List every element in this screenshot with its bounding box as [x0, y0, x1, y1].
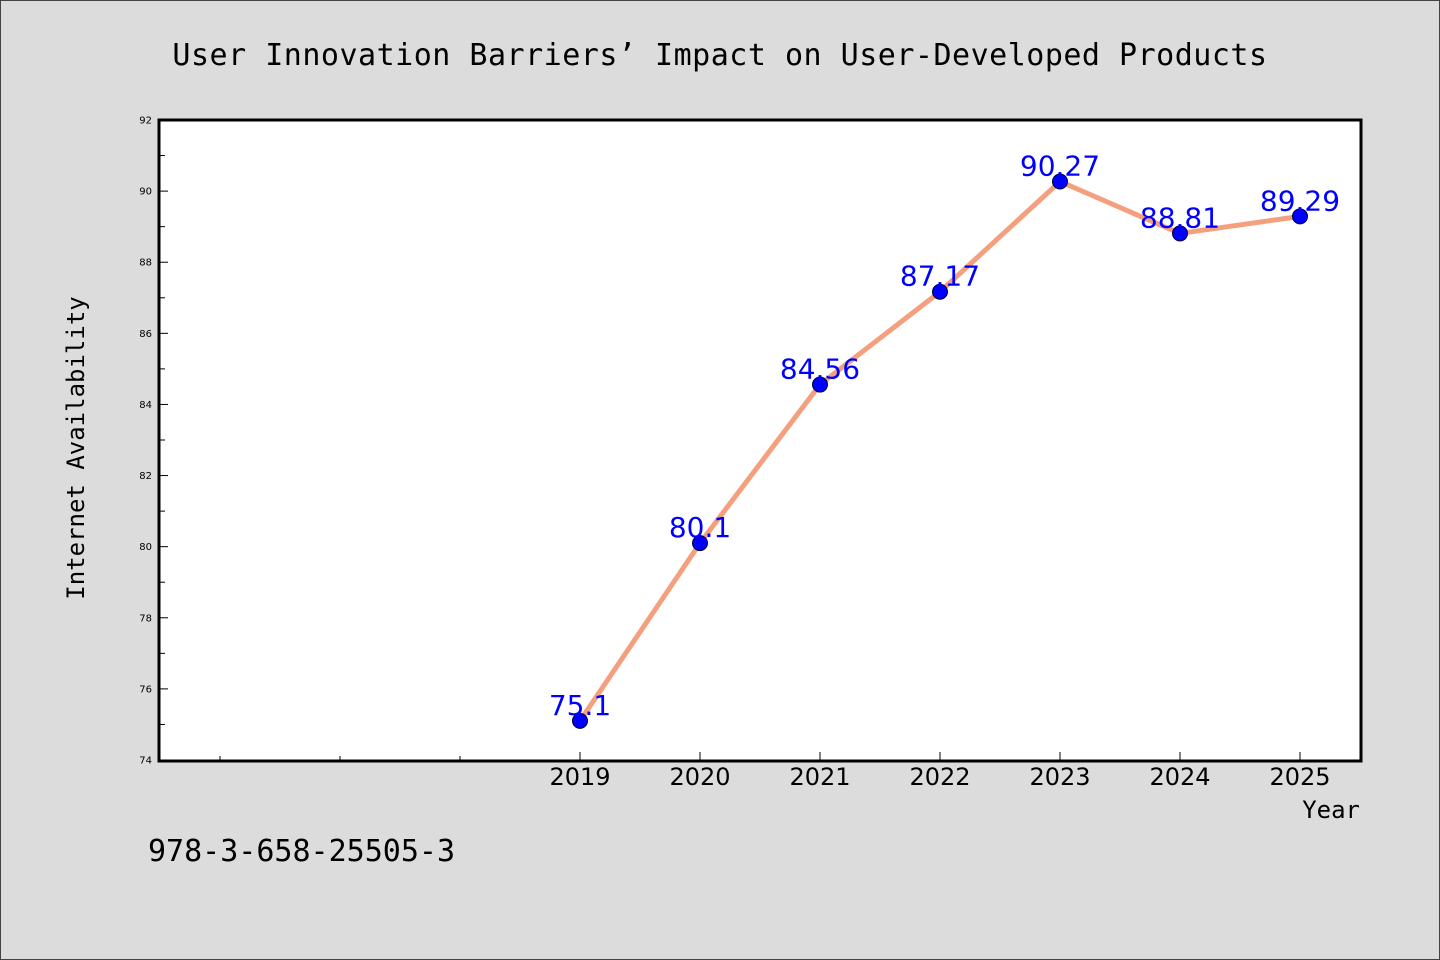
y-tick-label: 90: [139, 187, 152, 198]
data-point: [1172, 225, 1188, 242]
x-tick-label: 2019: [549, 763, 610, 791]
data-label: 89.29: [1260, 184, 1340, 217]
y-axis-label: Internet Availability: [62, 296, 90, 600]
data-label: 80.1: [669, 511, 731, 544]
x-tick-label: 2021: [789, 763, 850, 791]
data-label: 90.27: [1020, 150, 1100, 183]
data-label: 84.56: [780, 353, 860, 386]
y-tick-label: 82: [139, 471, 152, 482]
data-point: [1052, 173, 1068, 190]
data-label: 87.17: [900, 260, 980, 293]
y-tick-label: 80: [139, 542, 152, 553]
x-tick-label: 2022: [909, 763, 970, 791]
data-point: [692, 535, 708, 552]
data-labels-group: 75.1 80.1 84.56 87.17 90.27 88.81 89.29: [549, 150, 1340, 722]
y-tick-label: 78: [139, 613, 152, 624]
data-point: [1292, 208, 1308, 225]
isbn-annotation: 978-3-658-25505-3: [148, 834, 456, 869]
chart-title: User Innovation Barriers’ Impact on User…: [172, 38, 1268, 73]
x-axis-label: Year: [1302, 796, 1360, 824]
data-point: [932, 283, 948, 300]
x-axis: 2019 2020 2021 2022 2023 2024 2025: [219, 752, 1331, 791]
y-tick-label: 74: [139, 756, 152, 767]
y-tick-label: 76: [139, 684, 152, 695]
x-tick-label: 2024: [1149, 763, 1210, 791]
x-tick-label: 2025: [1269, 763, 1330, 791]
data-point: [572, 712, 588, 729]
y-tick-label: 84: [139, 400, 152, 411]
data-label: 75.1: [549, 689, 611, 722]
y-tick-label: 86: [139, 329, 152, 340]
series-points-group: [572, 173, 1308, 729]
y-tick-label: 92: [139, 116, 152, 127]
y-tick-label: 88: [139, 258, 152, 269]
data-label: 88.81: [1140, 201, 1220, 234]
x-tick-label: 2023: [1029, 763, 1090, 791]
data-point: [812, 376, 828, 393]
x-tick-label: 2020: [669, 763, 730, 791]
y-axis: 74 76 78 80 82 84 86 88 90 92: [139, 116, 168, 767]
